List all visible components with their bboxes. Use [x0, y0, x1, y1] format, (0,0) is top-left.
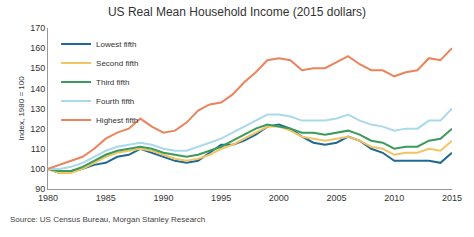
- svg-text:2005: 2005: [327, 193, 347, 203]
- svg-text:2010: 2010: [384, 193, 404, 203]
- svg-text:1995: 1995: [211, 193, 231, 203]
- svg-text:Fourth fifth: Fourth fifth: [96, 97, 134, 106]
- svg-text:2000: 2000: [269, 193, 289, 203]
- svg-text:Highest fifth: Highest fifth: [96, 116, 138, 125]
- svg-text:130: 130: [30, 104, 45, 114]
- svg-text:Lowest fifth: Lowest fifth: [96, 40, 136, 49]
- svg-text:2015: 2015: [442, 193, 462, 203]
- svg-text:Second fifth: Second fifth: [96, 59, 138, 68]
- svg-text:110: 110: [31, 144, 45, 154]
- svg-text:100: 100: [30, 164, 45, 174]
- svg-text:Index, 1980 = 100: Index, 1980 = 100: [17, 76, 26, 141]
- svg-text:1980: 1980: [38, 193, 58, 203]
- svg-text:Source: US Census Bureau, Morg: Source: US Census Bureau, Morgan Stanley…: [10, 215, 205, 224]
- svg-text:US Real Mean Household Income: US Real Mean Household Income (2015 doll…: [108, 5, 366, 19]
- svg-text:150: 150: [30, 63, 45, 73]
- svg-text:Third fifth: Third fifth: [96, 78, 129, 87]
- svg-text:160: 160: [30, 43, 45, 53]
- svg-text:1990: 1990: [153, 193, 173, 203]
- svg-text:140: 140: [30, 84, 45, 94]
- svg-text:120: 120: [30, 124, 45, 134]
- svg-text:170: 170: [30, 23, 45, 33]
- svg-text:1985: 1985: [96, 193, 116, 203]
- svg-text:90: 90: [35, 184, 45, 194]
